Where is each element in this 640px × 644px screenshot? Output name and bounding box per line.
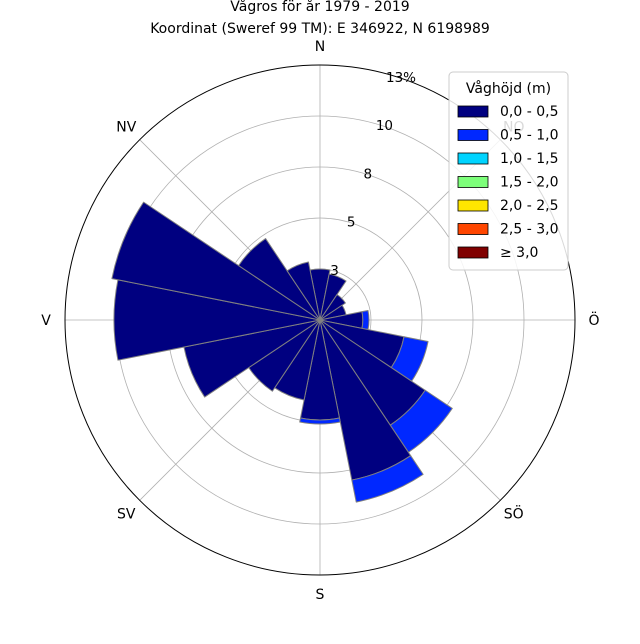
direction-label: V (41, 313, 51, 329)
radial-tick-label: 10 (376, 118, 393, 134)
legend-swatch (457, 176, 489, 188)
chart-title-line2: Koordinat (Sweref 99 TM): E 346922, N 61… (150, 21, 490, 37)
rose-bar-segment (111, 201, 321, 321)
legend-swatch (457, 223, 489, 235)
legend: Våghöjd (m) 0,0 - 0,5 0,5 - 1,0 1,0 - 1,5 1,… (448, 71, 569, 271)
radial-tick-label: 8 (364, 166, 373, 182)
legend-label: 2,5 - 3,0 (500, 222, 558, 238)
legend-swatch (457, 152, 489, 165)
legend-swatch (457, 105, 489, 118)
rose-bar-segment (299, 417, 341, 425)
rose-bar-segment (351, 455, 424, 503)
legend-swatch (457, 129, 489, 141)
legend-title: Våghöjd (m) (466, 80, 551, 97)
direction-label: NV (116, 119, 136, 135)
legend-box (448, 71, 569, 271)
direction-label: Ö (588, 311, 599, 329)
rose-bar-segment (361, 309, 370, 331)
legend-label: ≥ 3,0 (500, 245, 538, 261)
rose-bar-segment (319, 273, 347, 321)
polar-frame (64, 64, 576, 576)
legend-label: 0,5 - 1,0 (500, 128, 558, 144)
radial-tick-labels: 3 5 8 10 13% (330, 70, 416, 279)
radial-tick-label: 5 (347, 215, 356, 231)
legend-swatch (457, 246, 489, 259)
legend-label: 1,5 - 2,0 (500, 175, 558, 191)
rose-bars (111, 201, 453, 503)
chart-title-line1: Vågros för år 1979 - 2019 (230, 0, 409, 15)
direction-label: N (315, 39, 325, 55)
direction-label: S (316, 587, 325, 603)
legend-swatch (457, 199, 489, 212)
rose-bar-segment (319, 294, 346, 321)
legend-label: 2,0 - 2,5 (500, 198, 558, 214)
rose-bar-segment (238, 238, 321, 321)
outer-circle (64, 64, 576, 576)
radial-tick-label: 13% (386, 70, 416, 86)
legend-label: 1,0 - 1,5 (500, 151, 558, 167)
rose-bar-segment (286, 261, 321, 321)
direction-label: SÖ (504, 505, 524, 523)
legend-label: 0,0 - 0,5 (500, 104, 558, 120)
radial-tick-label: 3 (330, 263, 339, 279)
direction-label: SV (117, 507, 136, 523)
